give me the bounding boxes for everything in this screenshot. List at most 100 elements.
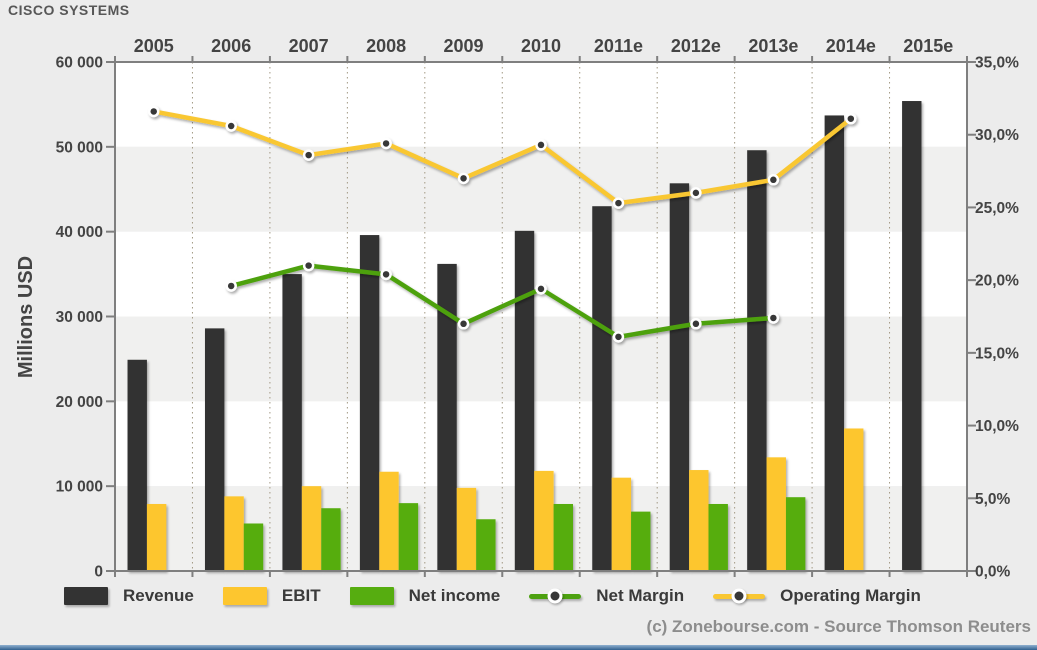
- chart-legend: Revenue EBIT Net income Net Margin Opera…: [64, 586, 921, 606]
- year-label: 2014e: [826, 36, 876, 56]
- marker-dot-icon: [767, 174, 780, 186]
- bars-net-income: [243, 497, 806, 571]
- legend-item-net-income: Net income: [349, 586, 501, 606]
- year-label: 2008: [366, 36, 406, 56]
- year-label: 2007: [289, 36, 329, 56]
- marker-dot-icon: [225, 280, 237, 292]
- year-label: 2009: [444, 36, 484, 56]
- line-net-margin: [225, 259, 780, 343]
- left-axis-tick-label: 30 000: [56, 309, 103, 326]
- bar-net-income-2006: [243, 523, 264, 571]
- legend-item-operating-margin: Operating Margin: [713, 586, 921, 606]
- right-axis-tick-label: 25,0%: [975, 200, 1019, 217]
- year-label: 2011e: [594, 36, 643, 56]
- marker-dot-icon: [535, 139, 547, 151]
- chart-canvas: 2005 2006 2007 2008 2009 2010 2011e 2012e 2013e 2…: [56, 36, 1020, 581]
- marker-dot-icon: [535, 283, 547, 295]
- net-margin-line-icon: [529, 588, 582, 604]
- bar-revenue-2010: [514, 230, 535, 571]
- legend-label-operating-margin: Operating Margin: [780, 586, 921, 605]
- left-axis-tick-label: 40 000: [56, 224, 103, 241]
- legend-label-net-margin: Net Margin: [596, 586, 685, 605]
- bar-net-income-2008: [398, 503, 419, 571]
- net-income-swatch-icon: [349, 587, 394, 605]
- year-label: 2006: [211, 36, 251, 56]
- left-axis-tick-label: 10 000: [56, 479, 103, 496]
- chart-title: CISCO SYSTEMS: [8, 2, 130, 18]
- right-axis-tick-label: 10,0%: [975, 418, 1019, 435]
- left-axis-tick-label: 20 000: [56, 394, 103, 411]
- year-label: 2015e: [903, 36, 953, 56]
- bottom-accent-bar: [0, 645, 1037, 650]
- right-axis-tick-label: 20,0%: [975, 273, 1019, 290]
- bar-ebit-2007: [301, 486, 322, 571]
- marker-dot-icon: [845, 112, 857, 125]
- legend-label-revenue: Revenue: [123, 586, 194, 605]
- legend-item-net-margin: Net Margin: [529, 586, 684, 606]
- copyright-source-text: (c) Zonebourse.com - Source Thomson Reut…: [646, 617, 1031, 636]
- marker-dot-icon: [302, 149, 315, 161]
- year-label: 2010: [521, 36, 561, 56]
- operating-margin-line-icon: [713, 588, 766, 604]
- marker-dot-icon: [547, 588, 563, 604]
- legend-label-net-income: Net income: [408, 586, 501, 605]
- marker-dot-icon: [147, 105, 160, 118]
- bar-revenue-2007: [282, 274, 302, 571]
- revenue-swatch-icon: [64, 587, 108, 605]
- marker-dot-icon: [380, 137, 392, 150]
- bar-revenue-2015e: [902, 101, 922, 572]
- bar-ebit-2013e: [766, 457, 786, 571]
- bars-revenue: [127, 101, 922, 572]
- ebit-swatch-icon: [222, 587, 267, 605]
- marker-dot-icon: [731, 588, 747, 604]
- bar-net-income-2011e: [631, 511, 651, 571]
- legend-item-revenue: Revenue: [64, 586, 194, 606]
- bar-ebit-2010: [534, 470, 554, 571]
- right-axis-tick-label: 35,0%: [975, 55, 1019, 72]
- left-axis-tick-label: 0: [94, 564, 103, 581]
- bar-ebit-2006: [224, 496, 244, 571]
- marker-dot-icon: [612, 331, 625, 343]
- bar-ebit-2008: [379, 471, 399, 571]
- bars-ebit: [146, 428, 864, 571]
- left-axis-tick-label: 50 000: [56, 139, 103, 156]
- bar-ebit-2012e: [689, 470, 709, 571]
- left-axis-tick-label: 60 000: [56, 55, 103, 72]
- bar-revenue-2005: [127, 359, 147, 571]
- marker-dot-icon: [767, 312, 780, 324]
- bar-net-income-2012e: [708, 503, 728, 571]
- marker-dot-icon: [457, 172, 470, 185]
- marker-dot-icon: [690, 318, 702, 330]
- marker-dot-icon: [457, 318, 470, 330]
- bar-ebit-2009: [456, 487, 477, 571]
- bar-revenue-2008: [359, 235, 380, 571]
- marker-dot-icon: [690, 187, 702, 199]
- legend-label-ebit: EBIT: [281, 586, 321, 605]
- right-axis-tick-label: 30,0%: [975, 127, 1019, 144]
- bar-ebit-2014e: [844, 428, 864, 571]
- bar-revenue-2012e: [669, 183, 690, 572]
- bar-revenue-2014e: [824, 115, 845, 571]
- marker-dot-icon: [302, 259, 315, 272]
- marker-dot-icon: [225, 120, 237, 132]
- marker-dot-icon: [380, 268, 392, 281]
- bar-net-income-2013e: [785, 497, 806, 571]
- bar-revenue-2011e: [592, 206, 612, 571]
- marker-dot-icon: [612, 197, 625, 209]
- axis-labels: 2005 2006 2007 2008 2009 2010 2011e 2012e 2013e 2…: [56, 36, 1020, 581]
- right-axis-tick-label: 15,0%: [975, 345, 1019, 362]
- bar-ebit-2005: [146, 503, 167, 571]
- bar-revenue-2013e: [747, 150, 767, 571]
- legend-item-ebit: EBIT: [222, 586, 321, 606]
- right-axis-tick-label: 0,0%: [975, 564, 1011, 581]
- bar-ebit-2011e: [611, 477, 632, 571]
- bar-revenue-2006: [204, 328, 225, 571]
- bar-net-income-2007: [321, 508, 341, 571]
- year-label: 2005: [134, 36, 174, 56]
- year-label: 2012e: [671, 36, 721, 56]
- year-label: 2013e: [748, 36, 798, 56]
- bar-net-income-2009: [476, 519, 496, 571]
- line-operating-margin: [147, 105, 857, 209]
- axes: [106, 56, 976, 577]
